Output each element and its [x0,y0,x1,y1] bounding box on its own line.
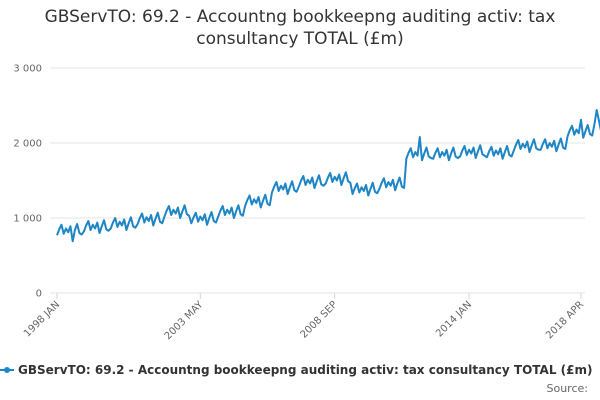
y-tick-label: 2 000 [13,139,42,150]
y-tick-label: 0 [36,289,42,300]
y-tick-label: 1 000 [13,214,42,225]
chart-title: GBServTO: 69.2 - Accountng bookkeepng au… [44,7,556,49]
x-tick-label: 2014 JAN [434,299,474,339]
x-tick-label: 2018 APR [544,299,586,341]
y-tick-label: 3 000 [13,64,42,75]
x-tick-label: 2003 MAY [163,299,206,342]
x-tick-label: 2008 SEP [299,299,340,340]
legend-label: GBServTO: 69.2 - Accountng bookkeepng au… [18,363,593,377]
x-tick-label: 1998 JAN [22,299,62,339]
series-line [56,109,600,243]
source: Source: [547,382,589,395]
legend-marker [4,367,10,373]
